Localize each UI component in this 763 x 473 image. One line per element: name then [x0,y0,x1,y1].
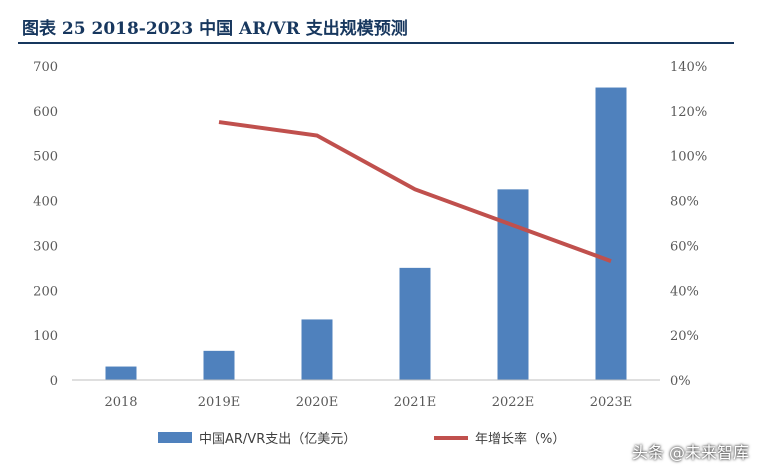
x-axis-tick-label: 2020E [296,395,339,410]
left-axis-tick-label: 500 [33,150,58,165]
x-axis-tick-label: 2021E [394,395,437,410]
right-axis-tick-label: 20% [670,329,699,344]
bar-series [105,87,627,380]
left-axis-ticks: 0 100 200 300 400 500 600 700 [33,60,58,389]
x-axis-tick-label: 2023E [590,395,633,410]
bar-2020E [301,319,333,380]
watermark: 头条 @未来智库 [631,443,749,462]
left-axis-tick-label: 300 [33,239,58,254]
growth-rate-line [218,120,612,264]
bar-2023E [595,87,627,380]
legend-bar-label: 中国AR/VR支出（亿美元） [199,432,356,447]
left-axis-tick-label: 600 [33,105,58,120]
right-axis-tick-label: 40% [670,284,699,299]
legend-line-label: 年增长率（%） [475,431,565,447]
left-axis-tick-label: 200 [33,284,58,299]
right-axis-tick-label: 120% [670,105,707,120]
chart-title: 图表 25 2018-2023 中国 AR/VR 支出规模预测 [22,19,408,39]
right-axis-tick-label: 0% [670,374,691,389]
x-axis-tick-label: 2018 [104,395,137,410]
x-axis-ticks: 2018 2019E 2020E 2021E 2022E 2023E [104,395,632,410]
right-axis-ticks: 0% 20% 40% 60% 80% 100% 120% 140% [670,60,707,389]
bar-2018 [105,366,137,380]
right-axis-tick-label: 60% [670,239,699,254]
x-axis-tick-label: 2022E [492,395,535,410]
bar-2022E [497,189,529,380]
bar-2019E [203,350,235,380]
left-axis-tick-label: 700 [33,60,58,75]
right-axis-tick-label: 100% [670,150,707,165]
x-axis-tick-label: 2019E [198,395,241,410]
right-axis-tick-label: 140% [670,60,707,75]
left-axis-tick-label: 400 [33,195,58,210]
right-axis-tick-label: 80% [670,195,699,210]
legend-bar-swatch [158,432,192,443]
left-axis-tick-label: 0 [50,374,58,389]
left-axis-tick-label: 100 [33,329,58,344]
bar-2021E [399,267,431,380]
title-underline [18,42,734,44]
legend: 中国AR/VR支出（亿美元） 年增长率（%） [158,431,565,447]
